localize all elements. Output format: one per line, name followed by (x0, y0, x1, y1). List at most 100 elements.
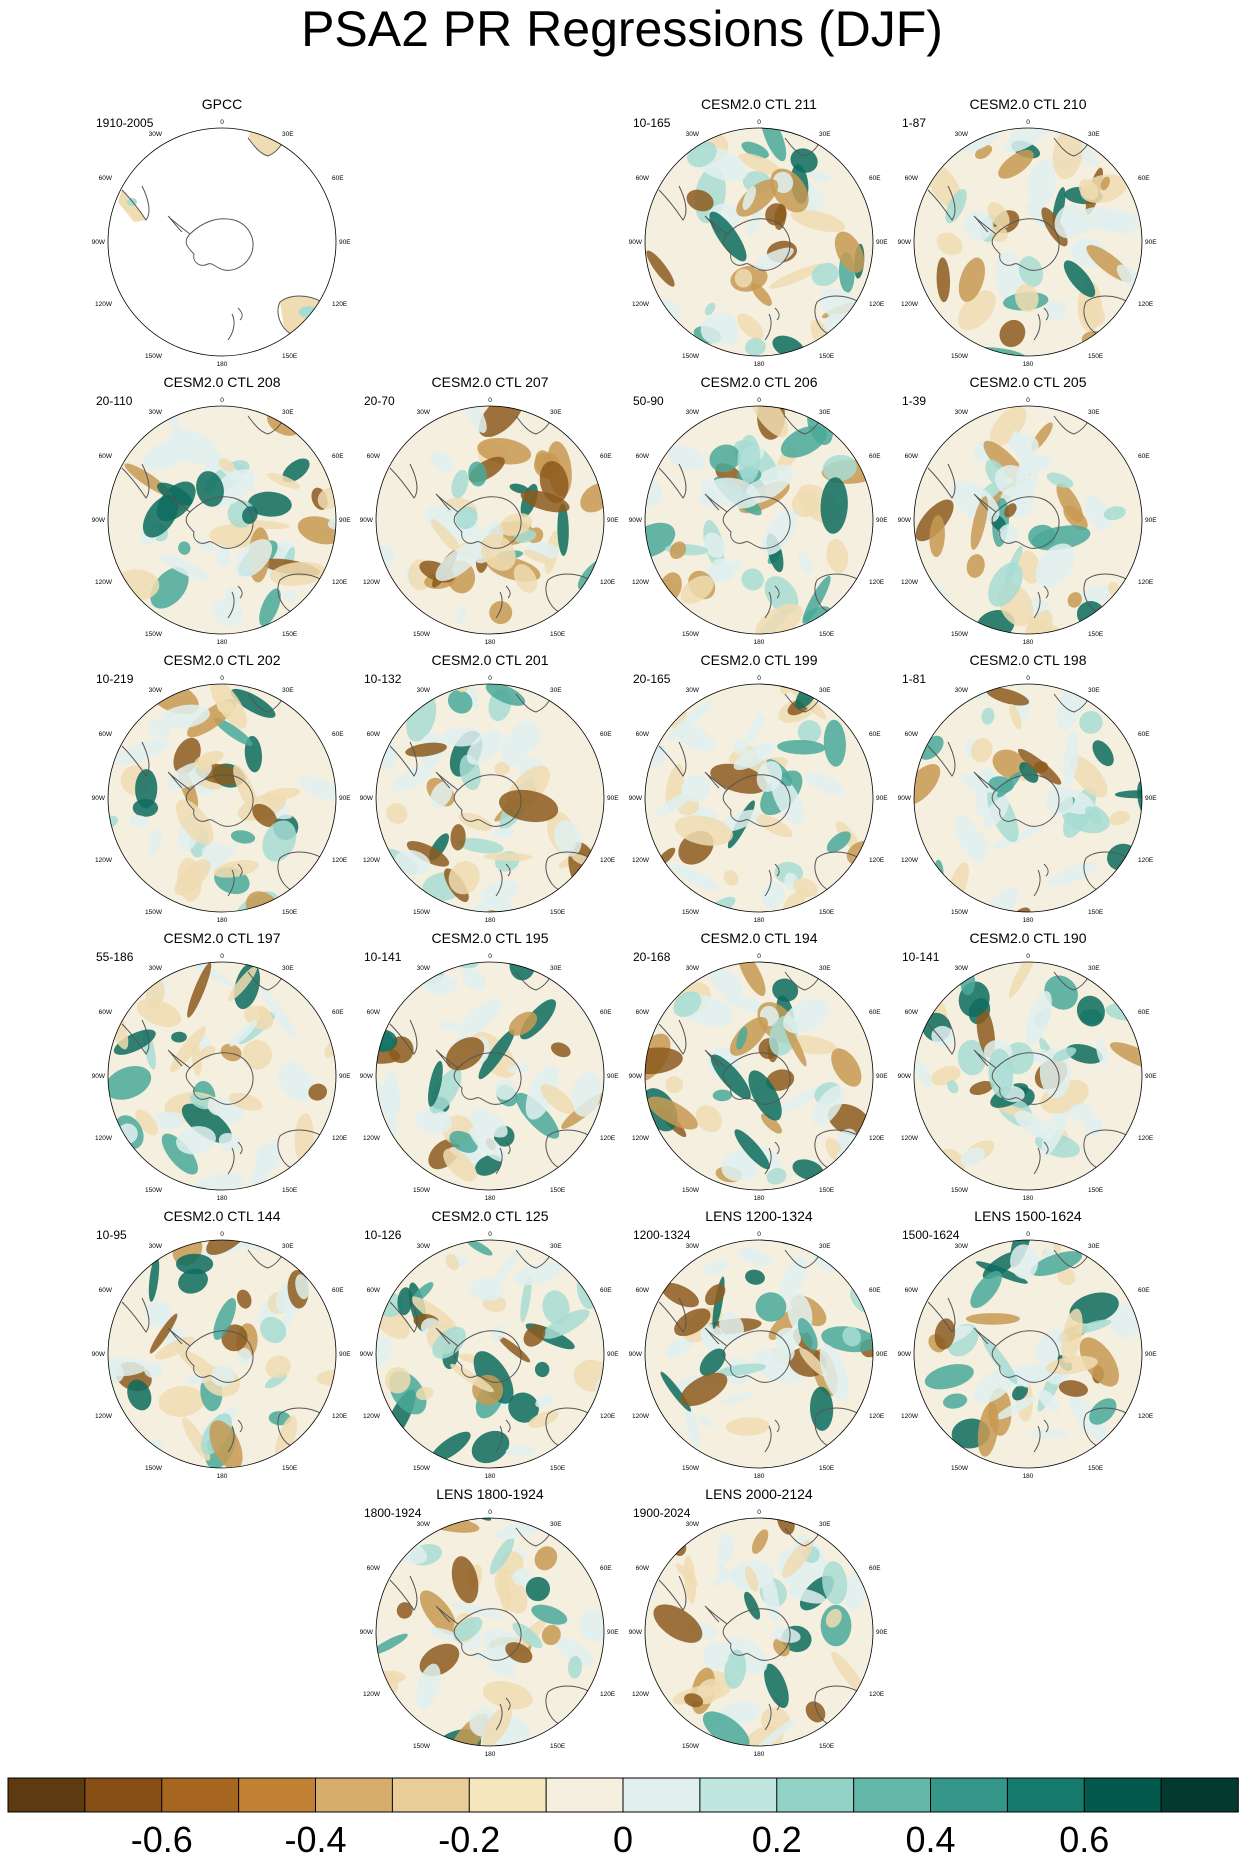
longitude-label: 60W (367, 731, 381, 738)
polar-map: 0 180 30W 30E 60W 60E 90W 90E 120W 120E 150W 150E (898, 675, 1158, 922)
panel-years: 10-141 (364, 950, 402, 964)
longitude-label: 180 (485, 1473, 496, 1478)
map-boundary (913, 961, 1143, 1191)
longitude-label: 30W (417, 409, 431, 416)
longitude-label: 90W (629, 1073, 643, 1080)
longitude-label: 120E (332, 1413, 348, 1420)
longitude-label: 150E (282, 1187, 298, 1194)
polar-map: 0 180 30W 30E 60W 60E 90W 90E 120W 120E 150W 150E (92, 953, 352, 1200)
longitude-label: 60E (600, 1009, 612, 1016)
panel-years: 10-219 (96, 672, 134, 686)
longitude-label: 150W (413, 1743, 431, 1750)
panel-years: 1-87 (902, 116, 927, 130)
longitude-label: 180 (485, 639, 496, 644)
longitude-label: 90W (92, 1351, 106, 1358)
panel-title: CESM2.0 CTL 208 (163, 374, 281, 390)
longitude-label: 0 (757, 953, 761, 960)
longitude-label: 120E (869, 1135, 885, 1142)
colorbar-swatch (930, 1777, 1009, 1813)
panel-title: LENS 1800-1924 (436, 1486, 544, 1502)
longitude-label: 120W (363, 1135, 381, 1142)
panel-title: CESM2.0 CTL 207 (431, 374, 549, 390)
colorbar-tick-label: 0.4 (905, 1819, 955, 1858)
longitude-label: 90E (1145, 1073, 1157, 1080)
longitude-label: 60W (99, 1287, 113, 1294)
longitude-label: 30W (149, 687, 163, 694)
longitude-label: 180 (485, 1195, 496, 1200)
longitude-label: 60E (869, 1287, 881, 1294)
longitude-label: 150E (282, 353, 298, 360)
longitude-label: 150W (145, 631, 163, 638)
longitude-label: 90E (876, 795, 888, 802)
longitude-label: 60E (600, 453, 612, 460)
colorbar-swatch (853, 1777, 932, 1813)
longitude-label: 30E (1088, 1243, 1100, 1250)
map-panel: GPCC 1910-2005 0 180 30W 30E 60W 60E 90W 90E 120W 1… (88, 96, 356, 366)
map-boundary (644, 961, 874, 1191)
map-panel: CESM2.0 CTL 208 20-110 0 180 30W 30E 60W 60E 90W… (88, 374, 356, 644)
longitude-label: 30W (417, 687, 431, 694)
colorbar-swatch (468, 1777, 547, 1813)
colorbar-tick-label: 0.6 (1059, 1819, 1109, 1858)
panel-title: CESM2.0 CTL 211 (701, 96, 817, 112)
polar-map: 0 180 30W 30E 60W 60E 90W 90E 120W 120E 150W 150E (360, 953, 620, 1200)
map-boundary (644, 1239, 874, 1469)
panel-years: 20-70 (364, 394, 395, 408)
longitude-label: 30W (149, 131, 163, 138)
longitude-label: 30E (282, 1243, 294, 1250)
longitude-label: 60E (1138, 453, 1150, 460)
longitude-label: 180 (754, 361, 765, 366)
longitude-label: 180 (1023, 1473, 1034, 1478)
longitude-label: 60W (99, 1009, 113, 1016)
panel-title: CESM2.0 CTL 202 (163, 652, 281, 668)
longitude-label: 120E (869, 1413, 885, 1420)
longitude-label: 120W (901, 1413, 919, 1420)
longitude-label: 120E (600, 579, 616, 586)
longitude-label: 30E (819, 687, 831, 694)
longitude-label: 30E (819, 131, 831, 138)
longitude-label: 90W (898, 1073, 912, 1080)
longitude-label: 60W (636, 731, 650, 738)
longitude-label: 30W (417, 1521, 431, 1528)
longitude-label: 90W (360, 795, 374, 802)
map-boundary (107, 1239, 337, 1469)
longitude-label: 60W (636, 1287, 650, 1294)
panel-title: CESM2.0 CTL 197 (163, 930, 281, 946)
longitude-label: 180 (1023, 361, 1034, 366)
longitude-label: 120E (600, 1413, 616, 1420)
longitude-label: 150W (413, 1465, 431, 1472)
longitude-label: 30W (686, 1243, 700, 1250)
longitude-label: 90E (607, 795, 619, 802)
longitude-label: 120W (632, 301, 650, 308)
panel-title: CESM2.0 CTL 144 (163, 1208, 281, 1224)
longitude-label: 60W (99, 175, 113, 182)
longitude-label: 120W (95, 579, 113, 586)
polar-map: 0 180 30W 30E 60W 60E 90W 90E 120W 120E 150W 150E (360, 1509, 620, 1756)
longitude-label: 120W (363, 857, 381, 864)
longitude-label: 30W (149, 965, 163, 972)
map-panel: CESM2.0 CTL 199 20-165 0 180 30W 30E 60W 60E 90W… (625, 652, 893, 922)
longitude-label: 30W (417, 965, 431, 972)
map-panel: CESM2.0 CTL 194 20-168 0 180 30W 30E 60W 60E 90W… (625, 930, 893, 1200)
longitude-label: 60W (905, 1287, 919, 1294)
longitude-label: 30W (955, 687, 969, 694)
map-boundary (913, 1239, 1143, 1469)
map-panel: LENS 1500-1624 1500-1624 0 180 30W 30E 60W 60E 9… (894, 1208, 1162, 1478)
longitude-label: 90W (629, 1629, 643, 1636)
colorbar-swatch (776, 1777, 855, 1813)
panel-years: 10-132 (364, 672, 402, 686)
panel-title: CESM2.0 CTL 210 (969, 96, 1087, 112)
polar-map: 0 180 30W 30E 60W 60E 90W 90E 120W 120E 150W 150E (898, 953, 1158, 1200)
longitude-label: 90W (629, 517, 643, 524)
polar-map: 0 180 30W 30E 60W 60E 90W 90E 120W 120E 150W 150E (360, 675, 620, 922)
longitude-label: 120E (332, 1135, 348, 1142)
longitude-label: 180 (1023, 917, 1034, 922)
longitude-label: 150W (682, 631, 700, 638)
longitude-label: 120E (869, 579, 885, 586)
longitude-label: 120W (95, 301, 113, 308)
longitude-label: 150E (1088, 353, 1104, 360)
longitude-label: 60E (600, 1565, 612, 1572)
map-panel: CESM2.0 CTL 202 10-219 0 180 30W 30E 60W 60E 90W… (88, 652, 356, 922)
panel-title: CESM2.0 CTL 195 (431, 930, 549, 946)
longitude-label: 90E (607, 1629, 619, 1636)
